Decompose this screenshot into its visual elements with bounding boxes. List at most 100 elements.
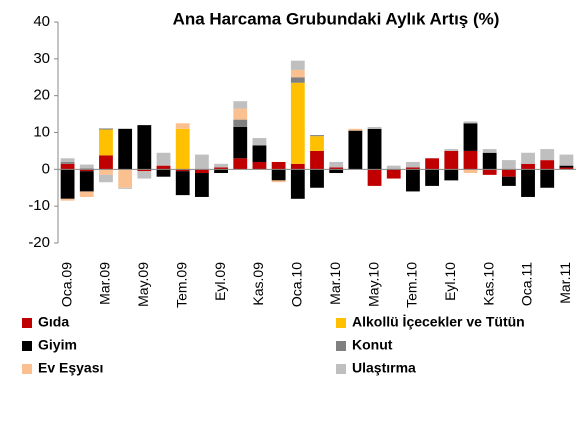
legend-swatch: [22, 318, 32, 328]
bar: [290, 69, 305, 78]
bar: [99, 129, 113, 156]
bar: [79, 169, 94, 172]
bar: [79, 168, 94, 170]
bar: [406, 169, 420, 192]
bar: [329, 167, 344, 170]
bar: [348, 130, 363, 170]
x-tick-label: Oca.09: [58, 262, 74, 307]
bar: [99, 128, 113, 130]
bar: [310, 135, 324, 137]
bar: [367, 126, 382, 129]
x-tick-label: Kas.09: [250, 262, 266, 306]
bar: [444, 169, 459, 181]
bar: [406, 167, 420, 170]
bar: [482, 152, 497, 170]
bar: [444, 149, 459, 151]
bar: [386, 165, 401, 170]
bar: [310, 136, 324, 151]
legend-label: Gıda: [38, 314, 69, 330]
y-tick-label: 0: [42, 160, 50, 177]
x-tick-label: Mar.10: [327, 262, 343, 305]
bar: [175, 169, 190, 172]
legend-label: Giyim: [38, 337, 77, 353]
bar: [156, 152, 171, 166]
bar: [559, 154, 574, 166]
bar: [559, 167, 574, 170]
bar: [271, 180, 286, 183]
bar: [79, 164, 94, 169]
y-tick-label: 30: [33, 50, 50, 67]
legend-swatch: [336, 318, 346, 328]
bar: [214, 163, 228, 168]
bar: [271, 161, 286, 170]
bar: [290, 82, 305, 164]
bar: [118, 169, 133, 188]
bar: [501, 169, 516, 177]
bar: [137, 125, 152, 170]
bar: [406, 161, 420, 168]
bar: [118, 128, 133, 170]
bar: [194, 154, 209, 170]
bar: [310, 169, 324, 188]
x-tick-label: Tem.09: [173, 262, 189, 308]
bar: [348, 128, 363, 131]
y-tick-label: -10: [28, 197, 50, 214]
bar: [290, 60, 305, 70]
bar: [156, 169, 171, 177]
x-tick-label: Oca.10: [289, 262, 305, 307]
y-tick-label: 40: [33, 13, 50, 30]
bar: [60, 169, 75, 199]
bar: [290, 169, 305, 199]
bar: [540, 149, 555, 161]
bar: [559, 165, 574, 168]
bar: [521, 169, 535, 197]
legend-swatch: [336, 364, 346, 374]
y-tick-label: 20: [33, 87, 50, 104]
bar: [310, 150, 324, 170]
bar: [386, 169, 401, 179]
bar: [521, 163, 535, 170]
bar: [175, 123, 190, 129]
chart-title: Ana Harcama Grubundaki Aylık Artış (%): [173, 9, 500, 28]
bar: [252, 161, 267, 170]
bar: [79, 191, 94, 197]
x-tick-label: Eyl.09: [212, 262, 228, 301]
bar: [60, 161, 75, 164]
bar: [233, 119, 248, 127]
bar: [118, 187, 133, 189]
bar: [463, 121, 478, 124]
bar: [482, 169, 497, 175]
bar: [367, 169, 382, 186]
bar: [99, 174, 113, 183]
bar: [233, 108, 248, 120]
bar: [175, 128, 190, 170]
bar: [290, 163, 305, 170]
bar: [540, 169, 555, 188]
bar: [175, 171, 190, 196]
bar: [214, 169, 228, 174]
bar: [329, 161, 344, 168]
bar: [233, 158, 248, 170]
bar: [252, 145, 267, 162]
bar: [194, 173, 209, 197]
bar: [501, 176, 516, 186]
x-tick-label: Tem.10: [404, 262, 420, 308]
y-tick-label: -20: [28, 234, 50, 251]
legend-label: Ev Eşyası: [38, 360, 103, 376]
bar: [60, 163, 75, 170]
x-tick-label: May.09: [135, 262, 151, 307]
bar: [233, 101, 248, 109]
bar: [367, 128, 382, 170]
legend-swatch: [22, 341, 32, 351]
bar: [156, 165, 171, 170]
bar: [271, 169, 286, 181]
bar: [252, 138, 267, 146]
legend-label: Ulaştırma: [352, 360, 416, 376]
bar: [501, 160, 516, 170]
bar: [482, 149, 497, 153]
bar: [444, 150, 459, 170]
x-tick-label: May.10: [365, 262, 381, 307]
x-tick-label: Mar.09: [97, 262, 113, 305]
bar: [60, 198, 75, 201]
